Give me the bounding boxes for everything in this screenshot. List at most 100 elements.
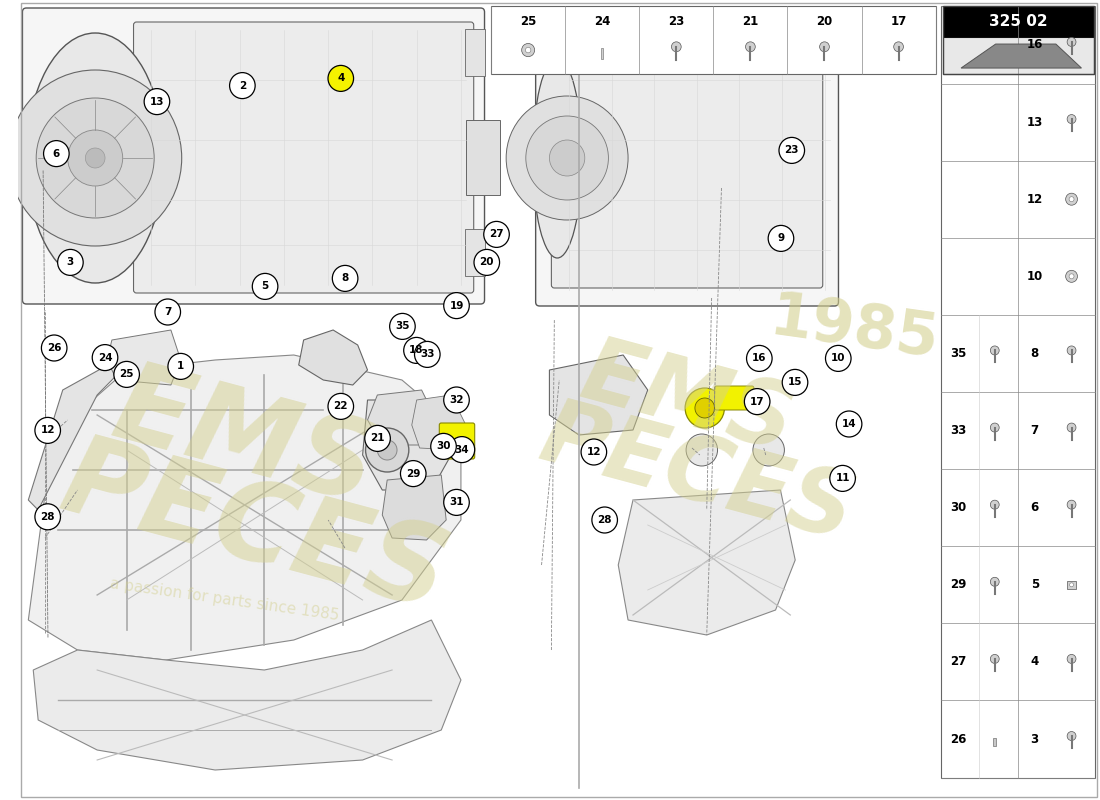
Text: 11: 11 xyxy=(835,474,850,483)
Circle shape xyxy=(449,437,475,462)
Text: 32: 32 xyxy=(449,395,464,405)
FancyBboxPatch shape xyxy=(465,229,484,276)
Bar xyxy=(602,49,603,59)
Text: 30: 30 xyxy=(437,442,451,451)
Text: 14: 14 xyxy=(842,419,857,429)
FancyBboxPatch shape xyxy=(465,29,484,76)
Circle shape xyxy=(36,98,154,218)
Text: 28: 28 xyxy=(597,515,612,525)
Circle shape xyxy=(35,418,60,443)
Circle shape xyxy=(57,250,84,275)
Text: 20: 20 xyxy=(816,14,833,28)
Polygon shape xyxy=(383,475,447,540)
Polygon shape xyxy=(299,330,367,385)
Circle shape xyxy=(44,141,69,166)
Circle shape xyxy=(1067,423,1076,432)
FancyBboxPatch shape xyxy=(551,22,823,288)
FancyBboxPatch shape xyxy=(1067,581,1077,589)
Circle shape xyxy=(506,96,628,220)
Text: 4: 4 xyxy=(1031,655,1038,669)
FancyBboxPatch shape xyxy=(536,8,838,306)
Circle shape xyxy=(1069,197,1074,202)
Circle shape xyxy=(1066,194,1078,206)
Polygon shape xyxy=(33,620,461,770)
Circle shape xyxy=(155,299,180,325)
Circle shape xyxy=(990,423,999,432)
Polygon shape xyxy=(411,395,465,450)
Text: 3: 3 xyxy=(1031,733,1038,746)
Text: 13: 13 xyxy=(1026,115,1043,129)
Polygon shape xyxy=(961,44,1081,68)
Circle shape xyxy=(592,507,617,533)
Bar xyxy=(943,6,1093,37)
Circle shape xyxy=(1069,583,1074,587)
Text: 27: 27 xyxy=(949,655,966,669)
Text: 1985: 1985 xyxy=(766,289,943,371)
Text: 5: 5 xyxy=(1031,578,1038,591)
Circle shape xyxy=(431,434,456,459)
Circle shape xyxy=(990,654,999,663)
Text: 33: 33 xyxy=(420,350,434,359)
Text: 10: 10 xyxy=(1026,270,1043,283)
Text: 22: 22 xyxy=(333,402,348,411)
Text: PECES: PECES xyxy=(530,391,864,559)
Circle shape xyxy=(695,398,715,418)
Text: 21: 21 xyxy=(371,434,385,443)
Ellipse shape xyxy=(532,58,582,258)
Text: 31: 31 xyxy=(449,498,464,507)
Circle shape xyxy=(168,354,194,379)
Circle shape xyxy=(836,411,862,437)
Circle shape xyxy=(1067,38,1076,46)
Text: 25: 25 xyxy=(120,370,134,379)
Circle shape xyxy=(332,266,358,291)
Circle shape xyxy=(549,140,585,176)
Circle shape xyxy=(521,43,535,57)
Circle shape xyxy=(328,66,353,91)
Text: 8: 8 xyxy=(1031,347,1038,360)
Circle shape xyxy=(404,338,429,363)
Text: 21: 21 xyxy=(742,14,759,28)
Circle shape xyxy=(1067,654,1076,663)
Text: 17: 17 xyxy=(890,14,906,28)
Text: 6: 6 xyxy=(1031,501,1038,514)
Text: 35: 35 xyxy=(395,322,409,331)
Polygon shape xyxy=(465,120,501,195)
Polygon shape xyxy=(618,490,795,635)
Bar xyxy=(943,37,1093,74)
Text: 26: 26 xyxy=(47,343,62,353)
Text: 19: 19 xyxy=(449,301,464,310)
Text: 7: 7 xyxy=(164,307,172,317)
Circle shape xyxy=(443,387,470,413)
Circle shape xyxy=(747,346,772,371)
Text: 8: 8 xyxy=(341,274,349,283)
Text: 15: 15 xyxy=(788,378,802,387)
Polygon shape xyxy=(107,330,180,385)
Circle shape xyxy=(389,314,415,339)
Circle shape xyxy=(1069,274,1074,279)
Circle shape xyxy=(526,47,531,53)
Polygon shape xyxy=(549,355,648,435)
Text: 35: 35 xyxy=(949,347,966,360)
Circle shape xyxy=(92,345,118,370)
Circle shape xyxy=(1067,731,1076,741)
FancyBboxPatch shape xyxy=(133,22,474,293)
Circle shape xyxy=(1066,270,1078,282)
Text: 24: 24 xyxy=(594,14,610,28)
Text: 7: 7 xyxy=(1031,424,1038,437)
Circle shape xyxy=(68,130,123,186)
Polygon shape xyxy=(29,355,461,660)
Text: 28: 28 xyxy=(41,512,55,522)
Circle shape xyxy=(114,362,140,387)
Circle shape xyxy=(526,116,608,200)
Text: 26: 26 xyxy=(949,733,966,746)
Text: 34: 34 xyxy=(454,445,470,454)
Text: 2: 2 xyxy=(239,81,246,90)
Text: 16: 16 xyxy=(752,354,767,363)
Text: 12: 12 xyxy=(1026,193,1043,206)
Circle shape xyxy=(752,434,784,466)
Text: 3: 3 xyxy=(67,258,74,267)
Circle shape xyxy=(328,394,353,419)
Circle shape xyxy=(779,138,804,163)
Circle shape xyxy=(893,42,903,52)
Circle shape xyxy=(400,461,426,486)
